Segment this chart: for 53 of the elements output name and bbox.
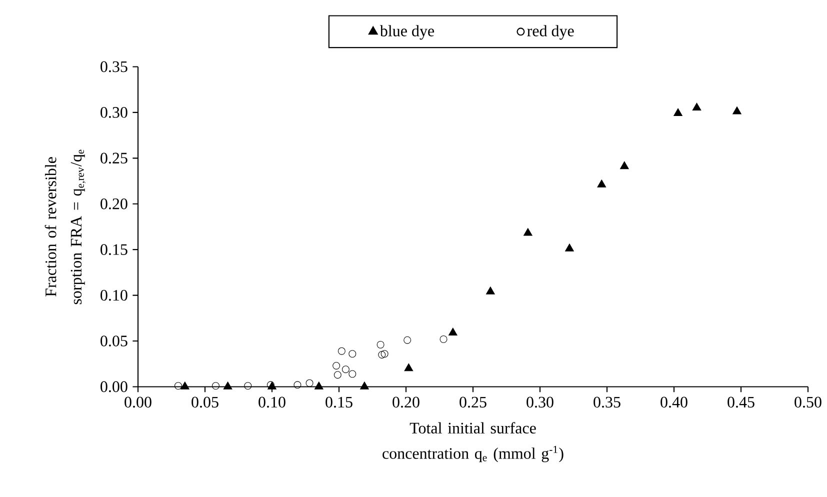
legend-label: red dye bbox=[527, 25, 574, 40]
point bbox=[314, 382, 324, 390]
point bbox=[266, 381, 274, 389]
point bbox=[404, 336, 412, 344]
point bbox=[674, 108, 682, 116]
point bbox=[440, 335, 448, 343]
point bbox=[448, 328, 458, 336]
point bbox=[334, 371, 342, 379]
x-tick-label: 0.45 bbox=[728, 396, 754, 408]
legend-label: blue dye bbox=[380, 25, 434, 40]
x-tick-label: 0.30 bbox=[526, 396, 554, 408]
y-tick-label: 0.00 bbox=[100, 381, 128, 392]
point bbox=[306, 379, 314, 387]
x-tick-label: 0.40 bbox=[660, 396, 688, 408]
point bbox=[212, 382, 220, 390]
y-tick-label: 0.15 bbox=[100, 244, 128, 256]
point bbox=[524, 228, 532, 236]
point bbox=[332, 362, 340, 370]
point bbox=[294, 381, 302, 389]
point bbox=[732, 106, 742, 114]
point bbox=[338, 347, 346, 355]
point bbox=[223, 382, 232, 390]
x-tick-label: 0.05 bbox=[192, 396, 218, 408]
y-tick-label: 0.35 bbox=[100, 61, 128, 72]
point bbox=[597, 180, 606, 188]
point bbox=[620, 161, 629, 170]
point bbox=[360, 382, 369, 390]
x-tick-label: 0.00 bbox=[124, 396, 152, 408]
point bbox=[565, 244, 574, 252]
x-tick-label: 0.15 bbox=[326, 396, 352, 408]
point bbox=[378, 351, 386, 358]
point bbox=[404, 363, 414, 372]
x-tick-label: 0.10 bbox=[258, 396, 286, 408]
x-tick-label: 0.20 bbox=[392, 396, 420, 408]
point bbox=[692, 102, 702, 111]
y-tick-label: 0.30 bbox=[100, 107, 128, 118]
y-tick-label: 0.20 bbox=[100, 198, 128, 210]
y-tick-label: 0.05 bbox=[100, 336, 128, 346]
point bbox=[348, 350, 356, 358]
point bbox=[174, 382, 182, 390]
point bbox=[180, 382, 190, 390]
y-tick-label: 0.10 bbox=[100, 290, 128, 301]
x-axis-title: Total initial surface concentration q$_{e}$ (mmol g$^{-1}$) bbox=[382, 422, 564, 462]
point bbox=[348, 370, 356, 378]
x-tick-label: 0.25 bbox=[460, 396, 486, 408]
y-tick-label: 0.25 bbox=[100, 152, 128, 164]
point bbox=[380, 350, 388, 358]
point bbox=[376, 340, 384, 348]
x-tick-label: 0.35 bbox=[594, 396, 620, 408]
x-tick-label: 0.50 bbox=[794, 396, 822, 408]
point bbox=[342, 366, 350, 374]
point bbox=[486, 286, 495, 294]
point bbox=[244, 382, 252, 390]
